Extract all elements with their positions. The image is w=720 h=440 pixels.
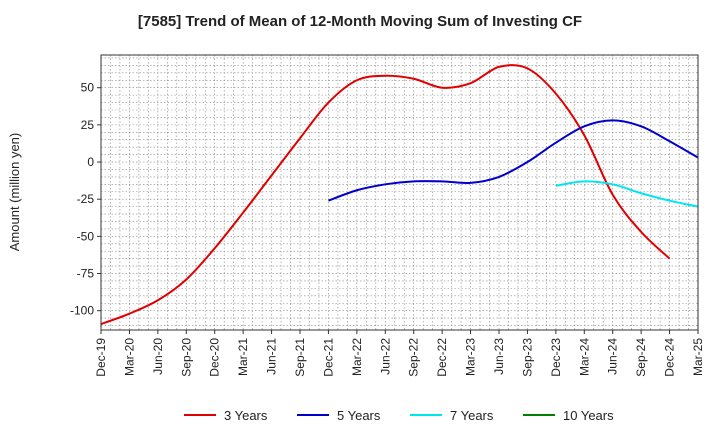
x-tick-label: Mar-22 xyxy=(350,338,364,376)
y-tick-label: 50 xyxy=(81,81,95,95)
x-tick-label: Sep-21 xyxy=(293,338,307,377)
x-tick-label: Dec-21 xyxy=(321,338,335,377)
legend-label-3-years: 3 Years xyxy=(224,408,268,423)
plot-frame xyxy=(100,54,699,331)
series-line-5-years xyxy=(328,119,699,202)
y-tick-label: 25 xyxy=(81,118,95,132)
x-tick-label: Jun-23 xyxy=(492,338,506,375)
x-tick-label: Sep-20 xyxy=(179,338,193,377)
x-tick-label: Sep-22 xyxy=(407,338,421,377)
y-tick-label: 0 xyxy=(87,155,94,169)
y-tick-label: -75 xyxy=(77,267,95,281)
x-tick-label: Jun-21 xyxy=(265,338,279,375)
series-lines xyxy=(100,64,699,325)
x-tick-label: Mar-25 xyxy=(691,338,705,376)
series-line-7-years xyxy=(555,180,699,208)
x-tick-label: Mar-24 xyxy=(577,338,591,376)
x-tick-label: Mar-21 xyxy=(236,338,250,376)
x-tick-label: Sep-23 xyxy=(520,338,534,377)
legend-label-7-years: 7 Years xyxy=(450,408,494,423)
y-axis-ticks: 50 25 0 -25 -50 -75 -100 xyxy=(70,81,101,318)
x-tick-label: Mar-23 xyxy=(464,338,478,376)
x-tick-label: Dec-19 xyxy=(94,338,108,377)
x-tick-label: Dec-23 xyxy=(549,338,563,377)
legend-label-10-years: 10 Years xyxy=(563,408,614,423)
x-tick-label: Sep-24 xyxy=(634,338,648,377)
x-tick-label: Dec-22 xyxy=(435,338,449,377)
plot-area xyxy=(101,55,698,330)
x-axis-ticks: Dec-19 Mar-20 Jun-20 Sep-20 Dec-20 Mar-21 Jun-… xyxy=(94,330,705,377)
x-tick-label: Dec-24 xyxy=(663,338,677,377)
x-tick-label: Jun-24 xyxy=(606,338,620,375)
legend-label-5-years: 5 Years xyxy=(337,408,381,423)
y-axis-label: Amount (million yen) xyxy=(7,133,22,252)
legend: 3 Years 5 Years 7 Years 10 Years xyxy=(184,408,614,423)
y-tick-label: -50 xyxy=(77,229,95,243)
x-tick-label: Jun-20 xyxy=(151,338,165,375)
chart-title: [7585] Trend of Mean of 12-Month Moving … xyxy=(138,13,582,30)
y-tick-label: -25 xyxy=(77,192,95,206)
x-tick-label: Mar-20 xyxy=(122,338,136,376)
series-line-3-years xyxy=(100,64,671,325)
y-tick-label: -100 xyxy=(70,304,94,318)
x-tick-label: Dec-20 xyxy=(208,338,222,377)
x-tick-label: Jun-22 xyxy=(378,338,392,375)
